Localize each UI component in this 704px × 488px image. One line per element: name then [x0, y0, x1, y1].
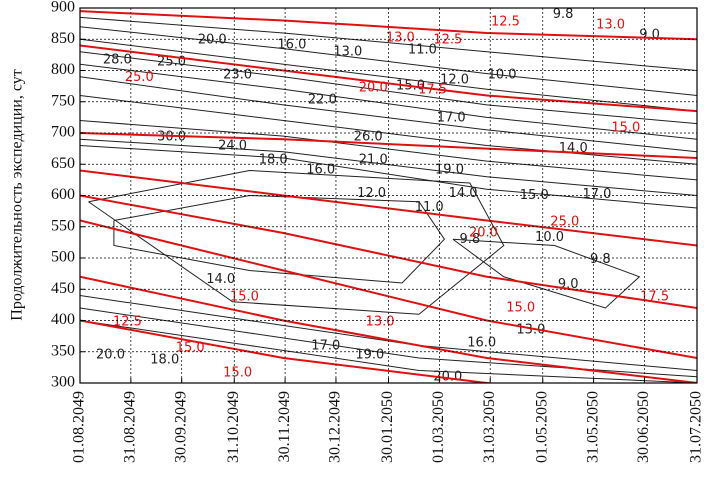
contour-label: 15.0 [520, 188, 549, 203]
x-tick-label: 01.08.2049 [71, 391, 88, 463]
contour-label: 17.0 [311, 339, 340, 354]
contour-label: 15.0 [506, 301, 535, 316]
contour-label: 13.0 [366, 314, 395, 329]
contour-label: 25.0 [550, 214, 579, 229]
contour-line [80, 38, 697, 112]
contour-label: 17.5 [640, 289, 669, 304]
contour-label: 22.0 [308, 92, 337, 107]
contour-label: 15.0 [230, 289, 259, 304]
contour-label: 20.0 [359, 81, 388, 96]
contour-label: 11.0 [408, 42, 437, 57]
x-tick-label: 30.12.2049 [327, 391, 344, 463]
contour-line [80, 295, 697, 371]
contour-label: 18.0 [150, 352, 179, 367]
y-tick-label: 900 [51, 0, 75, 16]
y-tick-label: 800 [51, 61, 75, 78]
contour-label: 12.0 [357, 186, 386, 201]
contour-label: 13.0 [333, 44, 362, 59]
contour-label: 17.5 [418, 82, 447, 97]
contour-label: 25.0 [125, 70, 154, 85]
contour-label: 9.8 [553, 7, 574, 22]
contour-label: 19.0 [435, 162, 464, 177]
contour-label: 14.0 [449, 186, 478, 201]
x-tick-label: 31.07.2050 [688, 391, 704, 463]
contour-label: 28.0 [103, 52, 132, 67]
y-tick-label: 650 [51, 155, 75, 172]
contour-label: 21.0 [359, 152, 388, 167]
plot-area: 9.89.020.0 16.0 13.0 11.028.0 25.023.0 10.012… [80, 7, 697, 383]
contour-line [80, 76, 697, 153]
contour-label: 20.0 [469, 226, 498, 241]
y-axis-label: Продолжительность экспедиции, сут [9, 69, 26, 320]
y-tick-label: 550 [51, 217, 75, 234]
contour-label: 11.0 [415, 200, 444, 215]
x-tick-label: 31.08.2049 [122, 391, 139, 463]
x-tick-label: 31.03.2050 [481, 391, 498, 463]
contour-line [80, 10, 697, 41]
contour-line [80, 319, 496, 383]
x-tick-label: 30.01.2050 [379, 391, 396, 463]
x-tick-label: 31.10.2049 [225, 391, 242, 463]
contour-label: 12.5 [491, 14, 520, 29]
contour-label: 14.0 [206, 272, 235, 287]
contour-label: 13.0 [596, 17, 625, 32]
contour-label: 12.5 [113, 314, 142, 329]
y-tick-label: 400 [51, 311, 75, 328]
contour-label: 16.0 [277, 37, 306, 52]
contour-line [452, 238, 641, 309]
y-tick-label: 450 [51, 280, 75, 297]
contour-label: 15.0 [611, 121, 640, 136]
contour-label: 24.0 [218, 139, 247, 154]
y-tick-label: 350 [51, 342, 75, 359]
contour-line [80, 320, 697, 383]
contour-label: 19.0 [355, 347, 384, 362]
contour-label: 17.0 [583, 187, 612, 202]
contour-label: 10.0 [488, 67, 517, 82]
contour-label: 9.8 [590, 252, 611, 267]
contour-line [80, 275, 697, 383]
contour-label: 16.0 [467, 336, 496, 351]
x-tick-label: 01.03.2050 [430, 391, 447, 463]
x-tick-label: 31.05.2050 [584, 391, 601, 463]
contour-label: 15.0 [176, 341, 205, 356]
contour-label: 9.8 [460, 232, 481, 247]
contour-label: 20.0 [96, 347, 125, 362]
contour-label: 15.0 [223, 366, 252, 381]
contour-label: 17.0 [437, 111, 466, 126]
plot-frame [79, 7, 698, 384]
contour-label: 23.0 [223, 67, 252, 82]
y-tick-label: 700 [51, 124, 75, 141]
y-tick-label: 600 [51, 186, 75, 203]
contour-line [113, 194, 446, 284]
x-tick-label: 30.11.2049 [276, 391, 293, 462]
y-tick-label: 500 [51, 249, 75, 266]
contour-line [80, 145, 697, 209]
contour-label: 16.0 [306, 162, 335, 177]
x-tick-label: 30.06.2050 [635, 391, 652, 463]
contour-label: 13.0 [386, 31, 415, 46]
contour-label: 18.0 [259, 152, 288, 167]
contour-line [88, 169, 505, 315]
contour-label: 12.0 [440, 72, 469, 87]
contour-line [80, 194, 697, 309]
x-tick-label: 01.05.2050 [533, 391, 550, 463]
contour-line [80, 169, 697, 247]
x-tick-label: 30.09.2049 [172, 391, 189, 463]
contour-label: 12.5 [433, 32, 462, 47]
y-tick-label: 850 [51, 30, 75, 47]
y-tick-label: 300 [51, 374, 75, 391]
contour-label: 10.0 [535, 230, 564, 245]
contour-label: 20.0 [198, 32, 227, 47]
contour-label: 9.0 [639, 27, 660, 42]
y-tick-label: 750 [51, 92, 75, 109]
